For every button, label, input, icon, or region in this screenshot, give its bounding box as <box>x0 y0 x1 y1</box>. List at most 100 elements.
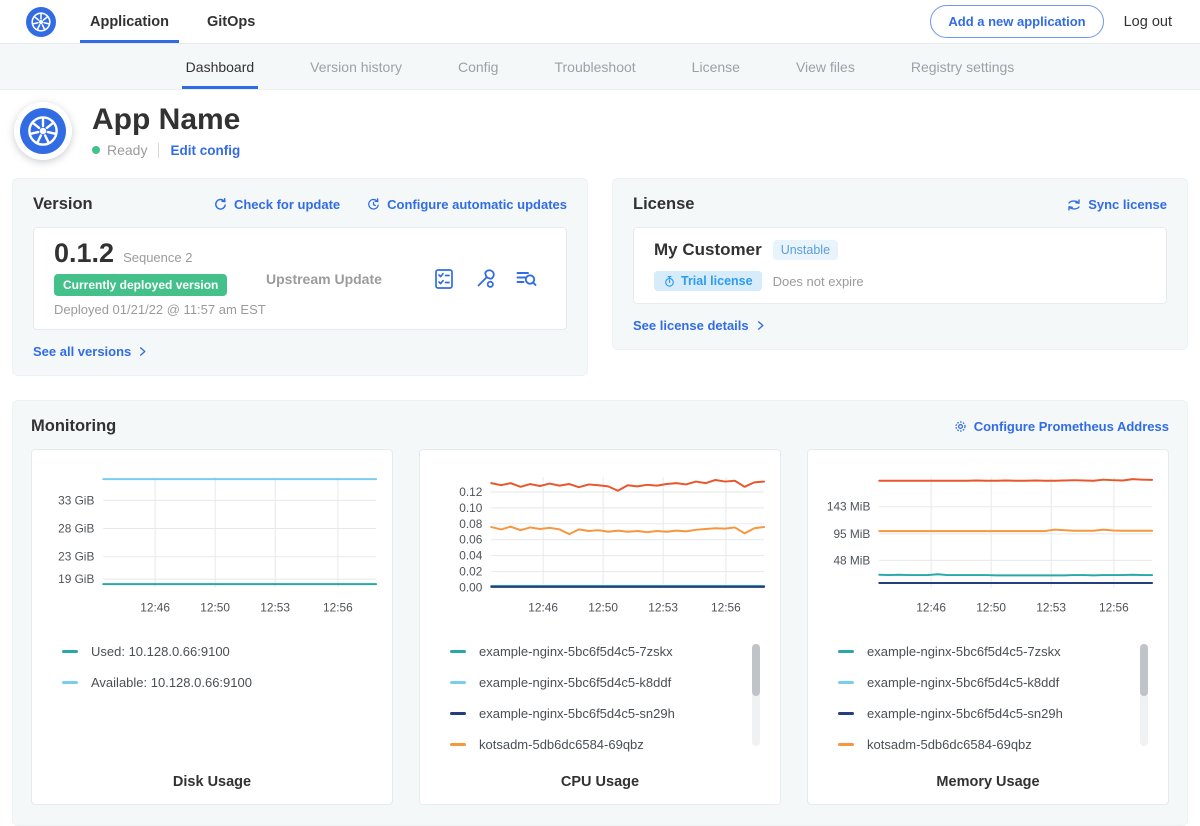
app-logo <box>14 102 72 160</box>
version-panel-title: Version <box>33 195 93 214</box>
legend-color-dash <box>450 712 466 715</box>
legend-label: example-nginx-5bc6f5d4c5-k8ddf <box>867 675 1059 690</box>
chevron-right-icon <box>755 320 766 331</box>
legend-scrollbar-thumb[interactable] <box>1140 644 1148 696</box>
nav-tab-gitops[interactable]: GitOps <box>205 0 257 43</box>
nav-tab-application[interactable]: Application <box>88 0 171 43</box>
app-header: App Name Ready Edit config <box>0 90 1200 174</box>
see-license-details-link[interactable]: See license details <box>633 318 766 333</box>
legend-scrollbar <box>752 644 760 746</box>
chart-card: 0.000.020.040.060.080.100.1212:4612:5012… <box>419 449 781 805</box>
legend-color-dash <box>450 650 466 653</box>
charts-grid: 19 GiB23 GiB28 GiB33 GiB12:4612:5012:531… <box>31 449 1169 805</box>
legend-item: kotsadm-5db6dc6584-69qbz <box>450 737 746 752</box>
legend-item: example-nginx-5bc6f5d4c5-sn29h <box>838 706 1134 721</box>
see-all-versions-link[interactable]: See all versions <box>33 344 148 359</box>
legend-scrollbar <box>1140 644 1148 746</box>
svg-text:95 MiB: 95 MiB <box>833 527 870 541</box>
navbar-right: Add a new application Log out <box>930 0 1172 43</box>
cards-row: Version Check for update <box>0 174 1200 376</box>
legend-color-dash <box>62 681 78 684</box>
deploy-logs-icon[interactable] <box>514 267 538 291</box>
svg-text:0.04: 0.04 <box>459 549 482 563</box>
legend-label: example-nginx-5bc6f5d4c5-7zskx <box>479 644 673 659</box>
legend-item: example-nginx-5bc6f5d4c5-sn29h <box>450 706 746 721</box>
chart-legend: example-nginx-5bc6f5d4c5-7zskx example-ng… <box>428 632 772 768</box>
tab-config[interactable]: Config <box>458 44 498 89</box>
logout-button[interactable]: Log out <box>1124 14 1172 30</box>
svg-text:0.06: 0.06 <box>459 533 482 547</box>
version-panel: Version Check for update <box>12 178 588 376</box>
svg-text:12:56: 12:56 <box>1099 600 1129 614</box>
tab-view-files[interactable]: View files <box>796 44 855 89</box>
gear-icon <box>953 419 968 434</box>
legend-label: kotsadm-5db6dc6584-69qbz <box>867 737 1032 752</box>
legend-label: example-nginx-5bc6f5d4c5-7zskx <box>867 644 1061 659</box>
svg-text:48 MiB: 48 MiB <box>833 553 870 567</box>
tab-license[interactable]: License <box>692 44 740 89</box>
legend-label: example-nginx-5bc6f5d4c5-sn29h <box>479 706 675 721</box>
svg-text:12:53: 12:53 <box>260 600 290 614</box>
svg-text:12:46: 12:46 <box>140 600 170 614</box>
edit-config-icon[interactable] <box>473 267 497 291</box>
svg-text:28 GiB: 28 GiB <box>58 521 94 535</box>
tab-registry-settings[interactable]: Registry settings <box>911 44 1014 89</box>
configure-prometheus-link[interactable]: Configure Prometheus Address <box>953 419 1169 434</box>
svg-text:143 MiB: 143 MiB <box>827 500 871 514</box>
svg-text:12:50: 12:50 <box>976 600 1006 614</box>
svg-text:12:56: 12:56 <box>323 600 353 614</box>
tab-dashboard[interactable]: Dashboard <box>186 44 255 89</box>
chart-plot: 48 MiB95 MiB143 MiB12:4612:5012:5312:56 <box>816 462 1160 632</box>
sequence-label: Sequence 2 <box>123 250 192 265</box>
chevron-right-icon <box>137 346 148 357</box>
svg-text:12:53: 12:53 <box>1036 600 1066 614</box>
license-expiry: Does not expire <box>773 274 864 289</box>
schedule-update-icon <box>366 197 381 212</box>
stopwatch-icon <box>663 275 676 288</box>
legend-scrollbar-thumb[interactable] <box>752 644 760 696</box>
legend-label: example-nginx-5bc6f5d4c5-sn29h <box>867 706 1063 721</box>
chart-title: Disk Usage <box>40 768 384 790</box>
legend-label: kotsadm-5db6dc6584-69qbz <box>479 737 644 752</box>
configure-automatic-updates-link[interactable]: Configure automatic updates <box>366 197 567 212</box>
top-navbar: Application GitOps Add a new application… <box>0 0 1200 44</box>
divider <box>158 143 159 158</box>
chart-card: 48 MiB95 MiB143 MiB12:4612:5012:5312:56e… <box>807 449 1169 805</box>
chart-title: Memory Usage <box>816 768 1160 790</box>
sync-license-link[interactable]: Sync license <box>1066 197 1167 213</box>
legend-color-dash <box>450 743 466 746</box>
legend-item: kotsadm-5db6dc6584-69qbz <box>838 737 1134 752</box>
svg-text:12:56: 12:56 <box>711 600 741 614</box>
preflight-checks-icon[interactable] <box>432 267 456 291</box>
chart-card: 19 GiB23 GiB28 GiB33 GiB12:4612:5012:531… <box>31 449 393 805</box>
version-source-label: Upstream Update <box>266 271 432 287</box>
deployed-badge: Currently deployed version <box>54 274 227 296</box>
edit-config-link[interactable]: Edit config <box>170 143 240 158</box>
legend-item: example-nginx-5bc6f5d4c5-7zskx <box>450 644 746 659</box>
customer-name: My Customer <box>654 240 762 260</box>
check-for-update-link[interactable]: Check for update <box>213 197 340 212</box>
chart-legend: example-nginx-5bc6f5d4c5-7zskx example-ng… <box>816 632 1160 768</box>
ready-status-dot <box>92 146 100 154</box>
svg-text:19 GiB: 19 GiB <box>58 572 94 586</box>
svg-text:0.02: 0.02 <box>459 565 482 579</box>
kubernetes-app-icon <box>20 108 66 154</box>
tab-troubleshoot[interactable]: Troubleshoot <box>554 44 635 89</box>
trial-license-badge: Trial license <box>654 271 762 291</box>
legend-label: Used: 10.128.0.66:9100 <box>91 644 230 659</box>
svg-text:12:50: 12:50 <box>588 600 618 614</box>
add-application-button[interactable]: Add a new application <box>930 5 1103 38</box>
current-version-card: 0.1.2 Sequence 2 Currently deployed vers… <box>33 227 567 330</box>
monitoring-title: Monitoring <box>31 417 116 436</box>
svg-text:0.12: 0.12 <box>459 485 482 499</box>
deployed-timestamp: Deployed 01/21/22 @ 11:57 am EST <box>54 302 266 317</box>
legend-item: example-nginx-5bc6f5d4c5-k8ddf <box>838 675 1134 690</box>
svg-text:12:53: 12:53 <box>648 600 678 614</box>
license-details-card: My Customer Unstable Trial license <box>633 227 1167 304</box>
tab-version-history[interactable]: Version history <box>310 44 402 89</box>
legend-color-dash <box>62 650 78 653</box>
svg-text:12:46: 12:46 <box>528 600 558 614</box>
legend-label: example-nginx-5bc6f5d4c5-k8ddf <box>479 675 671 690</box>
legend-color-dash <box>450 681 466 684</box>
page-title: App Name <box>92 104 240 136</box>
